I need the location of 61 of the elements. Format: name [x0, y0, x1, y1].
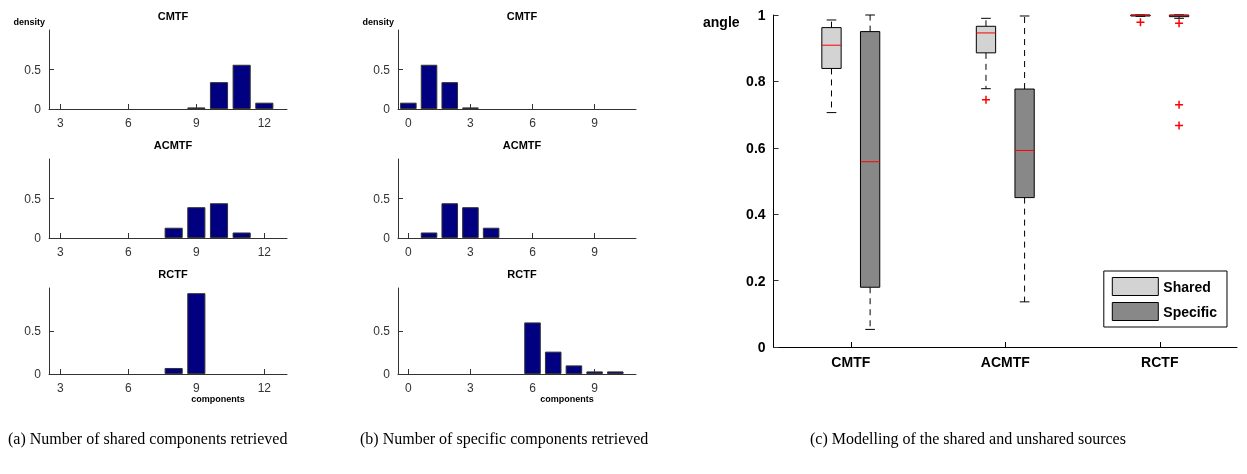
x-tick-label: RCTF [1141, 354, 1179, 370]
x-tick-label: 12 [257, 245, 272, 259]
x-tick-label: CMTF [831, 354, 871, 370]
x-tick-label: 9 [591, 116, 599, 130]
x-tick-label: 6 [124, 245, 132, 259]
y-tick-label: 0 [383, 231, 391, 245]
y-tick-label: 0.2 [746, 272, 766, 289]
x-tick-label: 9 [192, 116, 200, 130]
y-tick-label: 0.5 [373, 324, 391, 338]
legend-label: Shared [1163, 278, 1211, 295]
x-tick-label: 6 [124, 116, 132, 130]
x-tick-label: 9 [192, 381, 200, 395]
chart-title: ACMTF [153, 138, 193, 151]
y-tick-label: 0.5 [373, 62, 391, 77]
y-axis-title: density [13, 16, 45, 27]
y-tick-label: 0.4 [746, 206, 766, 223]
y-tick-label: 0.5 [373, 191, 391, 206]
x-tick-label: 3 [467, 381, 475, 395]
x-tick-label: 3 [467, 245, 475, 259]
y-tick-label: 0.8 [746, 73, 766, 90]
chart-title: CMTF [157, 9, 189, 22]
x-tick-label: 6 [529, 381, 537, 395]
x-tick-label: 0 [405, 381, 412, 395]
x-tick-label: 3 [56, 381, 64, 395]
text: (c) Modelling of the shared and unshared sources [810, 429, 1126, 448]
chart-title: CMTF [506, 9, 538, 22]
x-tick-label: 0 [405, 116, 412, 130]
x-tick-label: 0 [405, 245, 412, 259]
x-tick-label: 3 [56, 245, 64, 259]
x-tick-label: 9 [192, 245, 200, 259]
x-tick-label: 3 [56, 116, 64, 130]
y-tick-label: 0.5 [24, 324, 42, 338]
y-tick-label: 0 [34, 231, 42, 245]
x-axis-title: components [540, 394, 594, 405]
legend-label: Specific [1163, 303, 1218, 320]
text: (a) Number of shared components retrieved [8, 429, 288, 448]
y-tick-label: 0 [757, 339, 766, 355]
x-tick-label: 3 [467, 116, 475, 130]
y-tick-label: 0 [34, 367, 42, 381]
y-tick-label: 0 [34, 102, 42, 116]
x-tick-label: 6 [529, 116, 537, 130]
y-axis-title: density [362, 16, 394, 27]
y-tick-label: 0 [383, 367, 391, 381]
chart-title: ACMTF [502, 138, 542, 151]
x-tick-label: 9 [591, 245, 599, 259]
x-tick-label: 6 [124, 381, 132, 395]
y-tick-label: 0 [383, 102, 391, 116]
x-tick-label: 9 [591, 381, 599, 395]
x-axis-title: components [191, 394, 245, 405]
chart-title: RCTF [158, 267, 188, 280]
chart-title: RCTF [507, 267, 537, 280]
text: (b) Number of specific components retrieved [360, 429, 649, 448]
y-tick-label: 1 [757, 7, 766, 23]
y-tick-label: 0.6 [746, 139, 766, 156]
x-tick-label: ACMTF [980, 354, 1031, 370]
x-tick-label: 6 [529, 245, 537, 259]
x-tick-label: 12 [257, 381, 272, 395]
x-tick-label: 12 [257, 116, 272, 130]
y-tick-label: 0.5 [24, 191, 42, 206]
y-tick-label: 0.5 [24, 62, 42, 77]
y-axis-title: angle [702, 14, 740, 30]
